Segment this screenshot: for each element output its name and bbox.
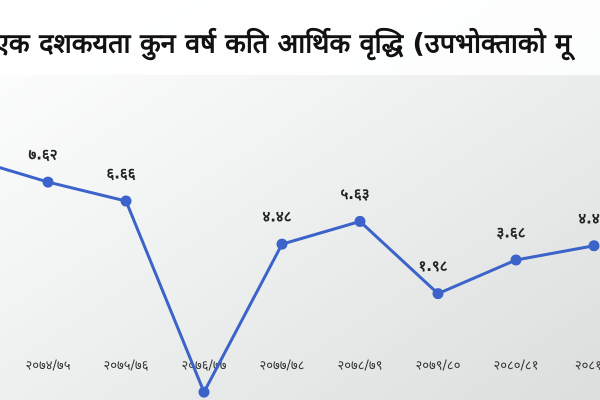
chart-title: एक दशकयता कुन वर्ष कति आर्थिक वृद्धि (उप… bbox=[0, 28, 576, 62]
value-label: ५.६३ bbox=[340, 185, 369, 203]
x-tick-label: २०८०/८१ bbox=[494, 359, 539, 374]
marker bbox=[432, 288, 444, 300]
marker bbox=[198, 386, 210, 398]
x-tick-label: २०७५/७६ bbox=[104, 359, 149, 374]
marker bbox=[276, 238, 288, 250]
value-label: १.९८ bbox=[418, 257, 447, 275]
marker bbox=[510, 254, 522, 266]
value-label: ३.६८ bbox=[496, 223, 525, 241]
x-tick-label: २०७९/८० bbox=[416, 359, 461, 374]
marker bbox=[588, 240, 600, 252]
marker bbox=[42, 176, 54, 188]
value-label: ४.४८ bbox=[262, 208, 291, 226]
title-band bbox=[0, 0, 600, 75]
x-tick-label: २०७४/७५ bbox=[26, 359, 71, 374]
x-tick-label: २०७७/७८ bbox=[260, 359, 305, 374]
value-label: ४.४ bbox=[578, 209, 599, 227]
value-label: ७.६२ bbox=[28, 146, 57, 164]
marker bbox=[120, 195, 132, 207]
x-tick-label: २०८१/८ bbox=[575, 359, 600, 374]
x-tick-label: २०७८/७९ bbox=[338, 359, 383, 374]
value-label: ६.६६ bbox=[106, 165, 135, 183]
marker bbox=[354, 215, 366, 227]
